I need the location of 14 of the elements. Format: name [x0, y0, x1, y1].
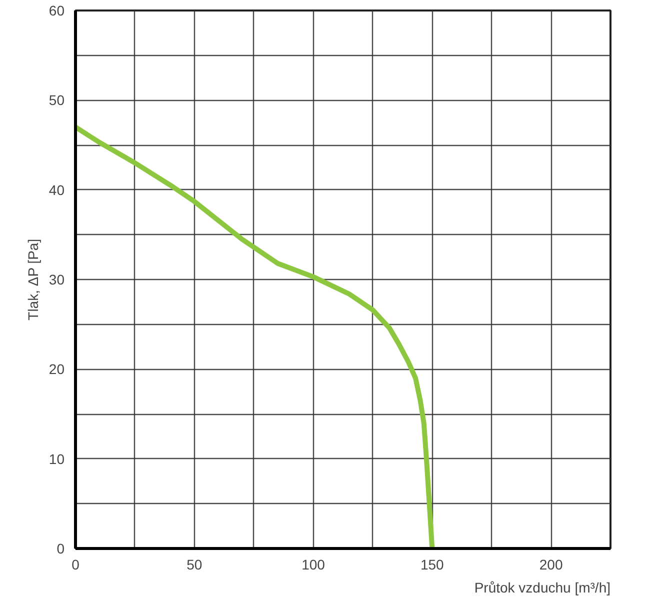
- y-tick-label: 50: [48, 92, 65, 108]
- x-tick-label: 150: [420, 556, 444, 572]
- x-tick-label: 0: [72, 556, 80, 572]
- x-tick-label: 50: [186, 556, 202, 572]
- x-tick-label: 200: [539, 556, 563, 572]
- x-axis-title: Průtok vzduchu [m³/h]: [474, 580, 611, 596]
- y-tick-label: 0: [56, 540, 65, 556]
- y-tick-label: 20: [48, 361, 65, 378]
- y-tick-label: 60: [48, 2, 65, 18]
- y-tick-label: 10: [48, 450, 65, 467]
- y-tick-label: 30: [48, 272, 65, 288]
- y-axis-title: Tlak, ΔP [Pa]: [24, 238, 41, 320]
- x-tick-label: 100: [302, 556, 326, 572]
- y-tick-label: 40: [48, 182, 65, 198]
